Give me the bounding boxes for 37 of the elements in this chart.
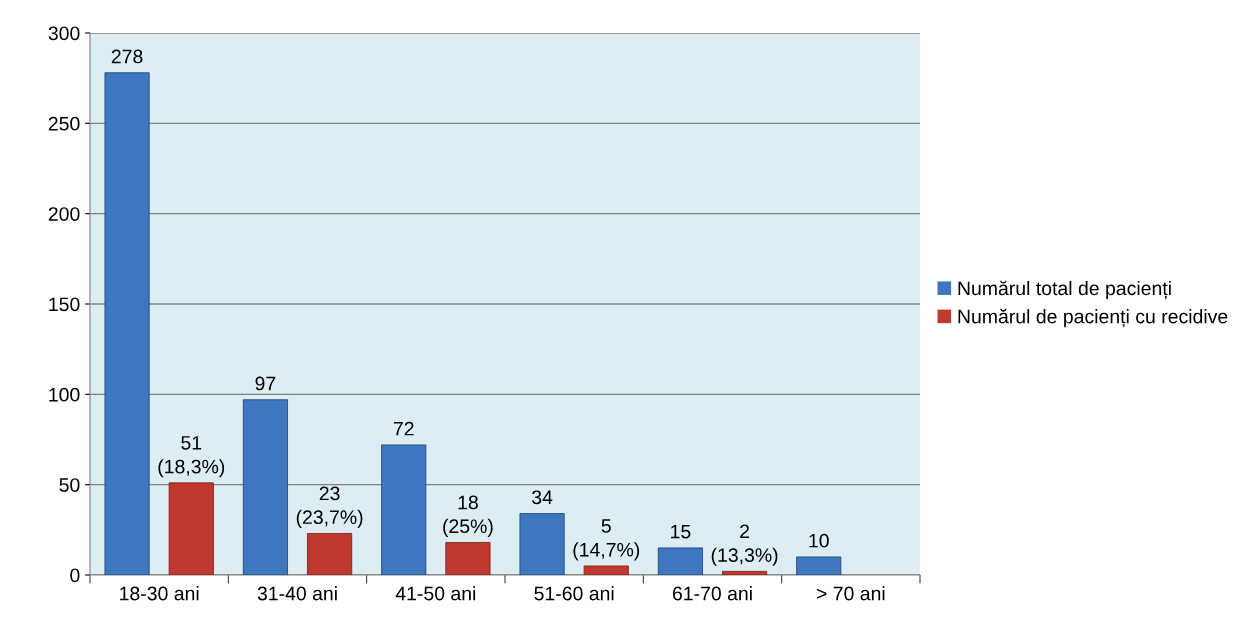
x-tick-label: 51-60 ani xyxy=(534,586,614,601)
legend-label: Numărul de pacienți cu recidive xyxy=(958,308,1228,328)
x-tick-label: 18-30 ani xyxy=(120,586,199,601)
data-label: 5 (14,7%) xyxy=(573,519,640,561)
legend-label: Numărul total de pacienți xyxy=(958,280,1171,300)
y-tick-label: 50 xyxy=(59,478,80,492)
bar xyxy=(242,399,288,575)
data-label: 51 (18,3%) xyxy=(158,436,225,478)
data-label: 97 xyxy=(255,376,276,391)
data-label: 15 xyxy=(671,524,691,539)
bar xyxy=(168,482,214,575)
bar xyxy=(722,570,768,575)
x-tick-label: 31-40 ani xyxy=(257,586,337,601)
y-tick-label: 300 xyxy=(48,26,80,41)
bar xyxy=(445,542,491,575)
bar xyxy=(657,547,703,575)
data-label: 34 xyxy=(532,490,553,505)
x-tick-label: 41-50 ani xyxy=(395,586,476,601)
bar xyxy=(583,565,629,575)
bar xyxy=(519,513,565,575)
data-label: 23 (23,7%) xyxy=(296,486,363,528)
bar xyxy=(381,444,427,575)
data-label: 10 xyxy=(809,533,829,548)
data-label: 278 xyxy=(111,49,143,64)
data-label: 18 (25%) xyxy=(443,495,493,537)
bar xyxy=(796,556,842,575)
data-label: 2 (13,3%) xyxy=(711,524,778,566)
y-tick-label: 200 xyxy=(48,207,80,221)
y-tick-label: 150 xyxy=(49,297,80,312)
x-tick-label: > 70 ani xyxy=(816,586,885,601)
y-tick-label: 100 xyxy=(49,387,80,402)
data-label: 72 xyxy=(393,421,414,436)
y-tick-label: 250 xyxy=(48,116,80,131)
bar xyxy=(104,72,150,575)
bar xyxy=(307,533,353,575)
y-tick-label: 0 xyxy=(70,568,80,583)
x-tick-label: 61-70 ani xyxy=(672,586,752,601)
